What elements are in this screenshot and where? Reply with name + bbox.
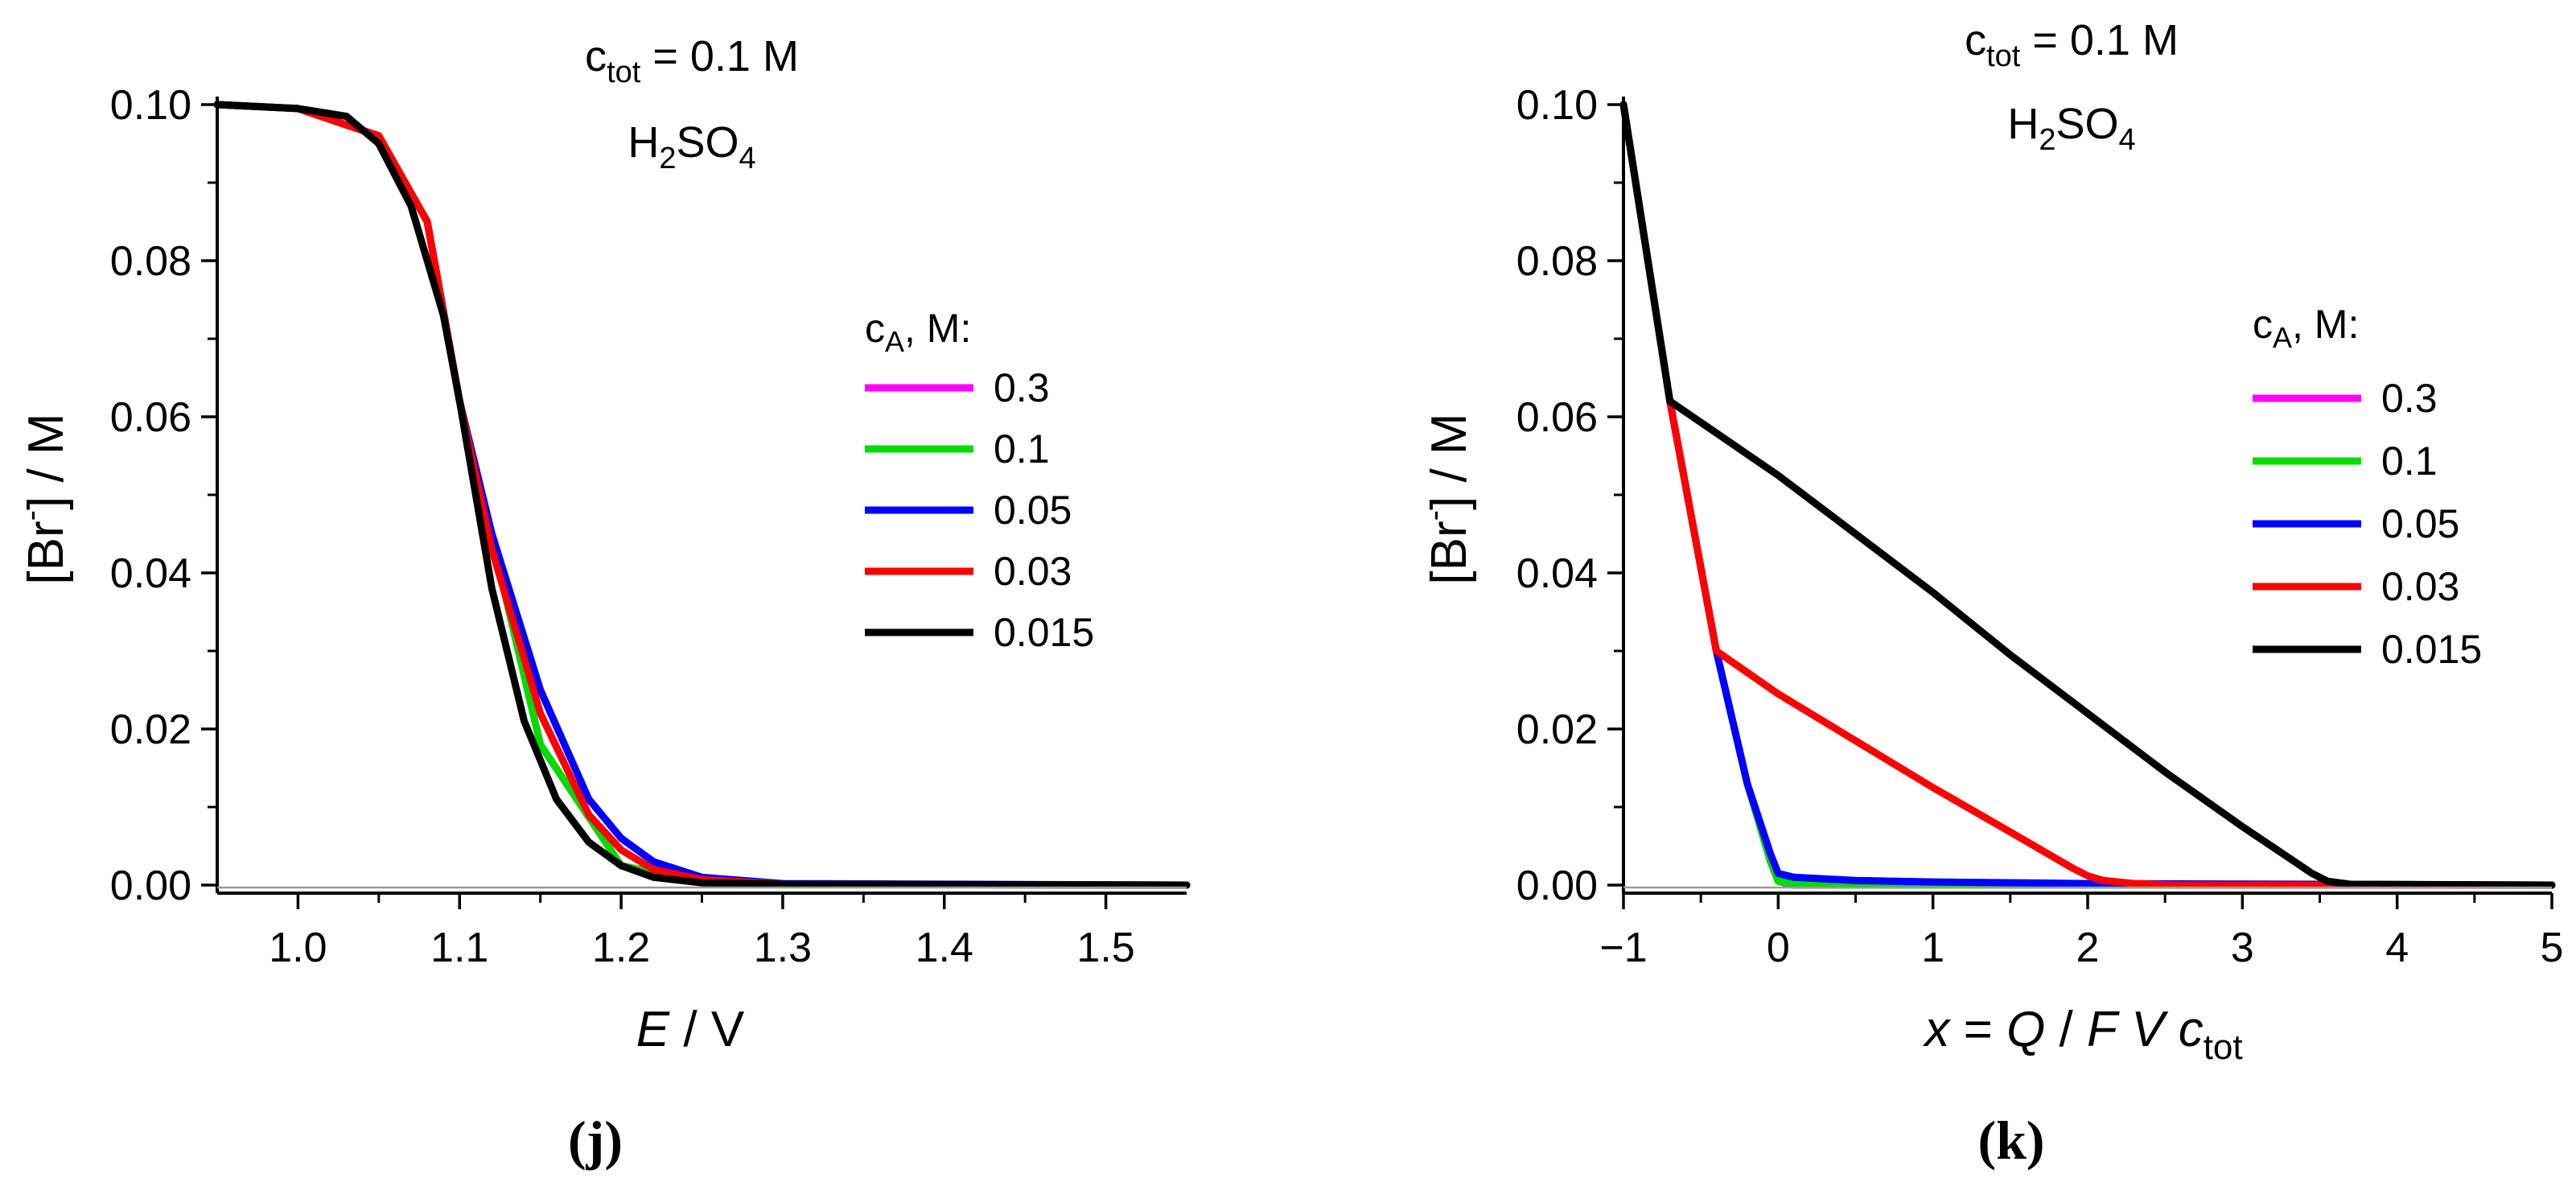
legend-label: 0.03 <box>2381 564 2459 609</box>
x-tick-label: 1.3 <box>754 925 812 971</box>
series-line-0.015 <box>1619 101 2556 889</box>
y-tick-label: 0.10 <box>1516 82 1598 129</box>
y-tick-label: 0.04 <box>110 550 191 597</box>
x-axis-label: x = Q / F V ctot <box>1922 1002 2242 1067</box>
x-tick-label: −1 <box>1599 925 1647 971</box>
series-line-0.015 <box>213 101 1191 889</box>
y-tick-label: 0.02 <box>1516 706 1598 753</box>
y-tick-label: 0.04 <box>1516 550 1598 597</box>
legend-label: 0.03 <box>994 549 1072 594</box>
y-tick-label: 0.06 <box>110 394 191 441</box>
x-tick-label: 1.1 <box>430 925 488 971</box>
x-tick-label: 5 <box>2541 925 2564 971</box>
legend-title: cA, M: <box>2253 302 2359 354</box>
legend-title: cA, M: <box>865 306 971 358</box>
legend-label: 0.015 <box>994 610 1094 655</box>
legend-j: cA, M: 0.3 0.1 0.05 0.03 0.015 <box>865 306 1094 655</box>
legend-label: 0.1 <box>994 426 1050 472</box>
x-tick-label: 0 <box>1767 925 1790 971</box>
x-tick-label: 3 <box>2231 925 2254 971</box>
annotation-acid: H2SO4 <box>2007 100 2135 157</box>
y-tick-label: 0.08 <box>110 238 191 285</box>
plot-area-k <box>1619 101 2556 889</box>
legend-label: 0.05 <box>994 488 1072 533</box>
legend-label: 0.015 <box>2381 627 2482 672</box>
y-tick-label: 0.10 <box>110 82 191 129</box>
series-line-0.03 <box>1619 101 2556 889</box>
x-tick-label: 4 <box>2385 925 2409 971</box>
chart-panel-k: −1 0 1 2 3 4 5 0.00 0.02 0.04 0.06 0.08 0.10 [Br-] /… <box>1417 16 2563 1171</box>
legend-label: 0.3 <box>994 365 1050 410</box>
chart-panel-j: 1.0 1.1 1.2 1.3 1.4 1.5 0.00 0.02 0.04 0.06 0.08 0.… <box>14 32 1191 1171</box>
annotation-acid: H2SO4 <box>628 118 755 175</box>
annotation-ctot: ctot = 0.1 M <box>585 32 799 89</box>
x-tick-label: 1.0 <box>269 925 327 971</box>
x-tick-label: 1.4 <box>916 925 973 971</box>
axis-ticks-k: −1 0 1 2 3 4 5 0.00 0.02 0.04 0.06 0.08 0.10 <box>1516 82 2564 971</box>
annotation-ctot: ctot = 0.1 M <box>1965 16 2179 73</box>
legend-label: 0.1 <box>2381 439 2438 484</box>
y-tick-label: 0.08 <box>1516 238 1598 285</box>
panel-label-j: (j) <box>568 1110 623 1171</box>
axis-ticks-j: 1.0 1.1 1.2 1.3 1.4 1.5 0.00 0.02 0.04 0.06 0.08 0.… <box>110 82 1135 971</box>
y-axis-label: [Br-] / M <box>1417 413 1477 584</box>
y-tick-label: 0.00 <box>110 863 191 909</box>
legend-label: 0.05 <box>2381 501 2459 546</box>
legend-k: cA, M: 0.3 0.1 0.05 0.03 0.015 <box>2253 302 2482 672</box>
y-tick-label: 0.06 <box>1516 394 1598 441</box>
x-axis-label: E / V <box>636 1002 745 1057</box>
x-tick-label: 1.2 <box>592 925 650 971</box>
plot-area-j <box>213 101 1191 889</box>
y-tick-label: 0.02 <box>110 706 191 753</box>
x-tick-label: 1.5 <box>1076 925 1134 971</box>
x-tick-label: 2 <box>2076 925 2100 971</box>
y-axis-label: [Br-] / M <box>14 413 74 584</box>
legend-label: 0.3 <box>2381 376 2438 421</box>
panel-label-k: (k) <box>1977 1110 2044 1171</box>
x-tick-label: 1 <box>1921 925 1944 971</box>
y-tick-label: 0.00 <box>1516 863 1598 909</box>
